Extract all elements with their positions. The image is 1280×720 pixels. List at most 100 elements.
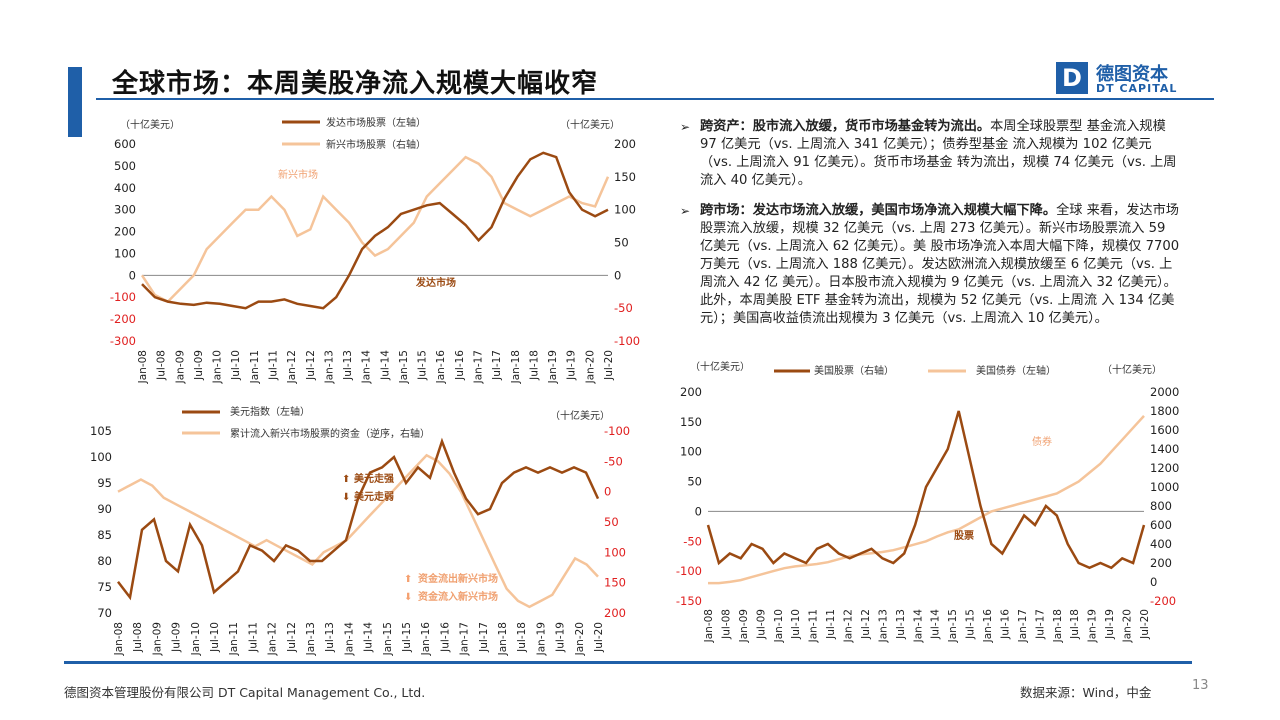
bullet-lead: 跨市场：发达市场流入放缓，美国市场净流入规模大幅下降。: [700, 203, 1057, 218]
right-tick-label: 200: [604, 606, 626, 620]
legend-cum: 累计流入新兴市场股票的资金（逆序，右轴）: [230, 427, 430, 440]
right-tick-label: 150: [604, 576, 626, 590]
x-axis-labels: Jan-08 Jul-08 Jan-09 Jul-09 Jan-10 Jul-10 Jan-…: [137, 350, 615, 385]
x-tick-label: Jul-08: [132, 622, 144, 653]
left-tick-label: 70: [97, 606, 112, 620]
right-tick-label: -100: [604, 424, 630, 438]
left-tick-label: 100: [90, 450, 112, 464]
x-tick-label: Jul-13: [342, 350, 354, 381]
left-tick-label: 90: [97, 502, 112, 516]
x-tick-label: Jul-14: [930, 609, 942, 640]
left-axis-ticks: 600 500 400 300 200 100 0 -100 -200 -300: [110, 137, 136, 348]
right-tick-label: 0: [614, 268, 621, 282]
footer-source: 数据来源：Wind，中金: [1020, 685, 1152, 700]
legend-us-eq: 美国股票（右轴）: [814, 364, 894, 377]
x-tick-label: Jan-14: [343, 622, 355, 657]
x-tick-label: Jan-15: [382, 622, 394, 656]
x-tick-label: Jul-11: [267, 350, 279, 381]
x-tick-label: Jul-16: [454, 350, 466, 381]
x-axis-labels: Jan-08 Jul-08 Jan-09 Jul-09 Jan-10 Jul-10 Jan-…: [113, 622, 605, 657]
left-tick-label: 150: [680, 415, 702, 429]
x-tick-label: Jul-08: [156, 350, 168, 381]
x-tick-label: Jan-08: [703, 609, 715, 643]
left-tick-label: 0: [695, 504, 702, 518]
left-tick-label: 100: [680, 445, 702, 459]
right-tick-label: 200: [1150, 556, 1172, 570]
right-tick-label: 0: [604, 485, 611, 499]
x-tick-label: Jul-09: [171, 622, 183, 653]
x-tick-label: Jan-13: [305, 622, 317, 656]
right-tick-label: 0: [1150, 575, 1157, 589]
left-unit-label: （十亿美元）: [690, 360, 750, 373]
x-tick-label: Jul-15: [417, 350, 429, 381]
x-tick-label: Jan-15: [947, 609, 959, 643]
x-tick-label: Jul-12: [860, 609, 872, 640]
footer-company: 德图资本管理股份有限公司 DT Capital Management Co., …: [64, 685, 426, 700]
annotation-em: 新兴市场: [278, 168, 318, 181]
x-tick-label: Jul-12: [305, 350, 317, 381]
x-tick-label: Jan-12: [267, 622, 279, 656]
x-tick-label: Jan-17: [473, 350, 485, 384]
x-tick-label: Jan-20: [1122, 609, 1134, 643]
right-axis-ticks: 200 150 100 50 0 -50 -100: [614, 137, 640, 348]
x-tick-label: Jan-10: [773, 609, 785, 643]
left-tick-label: 50: [687, 475, 702, 489]
x-tick-label: Jan-20: [574, 622, 586, 656]
bullet-text: 本周全球股票型 基金流入规模 97 亿美元（vs. 上周流入 341 亿美元）；…: [700, 119, 1177, 188]
annotation-usd-strong: 美元走强: [354, 472, 394, 485]
annotation-dm: 发达市场: [415, 276, 456, 289]
bullet-text: 全球 来看，发达市场股票流入放缓，规模 32 亿美元（vs. 上周 273 亿美…: [700, 203, 1180, 326]
x-tick-label: Jul-13: [324, 622, 336, 653]
x-tick-label: Jul-15: [965, 609, 977, 640]
left-unit-label: （十亿美元）: [120, 118, 180, 131]
x-tick-label: Jan-13: [877, 609, 889, 643]
right-unit-label: （十亿美元）: [560, 118, 620, 131]
x-tick-label: Jan-15: [398, 350, 410, 384]
x-tick-label: Jan-17: [1017, 609, 1029, 643]
page-number: 13: [1192, 678, 1209, 693]
chart-dm-em-equity-flows: （十亿美元） （十亿美元） 发达市场股票（左轴） 新兴市场股票（右轴） 600 5…: [110, 116, 640, 385]
right-axis-ticks: 2000180016001400120010008006004002000-20…: [1150, 385, 1179, 608]
left-tick-label: 105: [90, 424, 112, 438]
left-axis-ticks: 105 100 95 90 85 80 75 70: [90, 424, 112, 620]
header-divider: [96, 98, 1214, 100]
arrow-bullet-icon: ➢: [680, 120, 691, 134]
x-tick-label: Jan-19: [547, 350, 559, 384]
legend-us-bond: 美国债券（左轴）: [976, 364, 1056, 377]
x-tick-label: Jul-09: [755, 609, 767, 640]
left-tick-label: -100: [110, 290, 136, 304]
x-tick-label: Jan-13: [323, 350, 335, 384]
chart-dxy-em-flows: 美元指数（左轴） （十亿美元） 累计流入新兴市场股票的资金（逆序，右轴） 105…: [90, 405, 630, 657]
x-tick-label: Jan-08: [137, 350, 149, 384]
series-line-dxy: [117, 437, 600, 601]
footer-divider: [64, 661, 1192, 664]
x-tick-label: Jan-19: [535, 622, 547, 656]
right-tick-label: 1600: [1150, 423, 1179, 437]
right-tick-label: 100: [614, 203, 636, 217]
left-tick-label: -100: [676, 564, 702, 578]
legend-dm: 发达市场股票（左轴）: [326, 116, 426, 129]
x-tick-label: Jul-14: [379, 350, 391, 381]
left-tick-label: 400: [114, 181, 136, 195]
x-tick-label: Jul-12: [286, 622, 298, 653]
x-tick-label: Jul-08: [720, 609, 732, 640]
right-tick-label: 600: [1150, 518, 1172, 532]
chart-us-equity-bond-flows: （十亿美元） （十亿美元） 美国股票（右轴） 美国债券（左轴） 200 150 10…: [676, 360, 1179, 644]
logo-en-text: DT CAPITAL: [1096, 82, 1178, 95]
x-tick-label: Jan-14: [912, 609, 924, 644]
x-tick-label: Jul-18: [528, 350, 540, 381]
x-tick-label: Jul-10: [230, 350, 242, 381]
x-tick-label: Jan-16: [420, 622, 432, 657]
x-tick-label: Jan-18: [510, 350, 522, 384]
x-tick-label: Jul-16: [439, 622, 451, 653]
bullet-list: ➢ 跨资产：股市流入放缓，货币市场基金转为流出。本周全球股票型 基金流入规模 9…: [680, 118, 1180, 340]
title-accent-bar: [68, 67, 82, 137]
x-tick-label: Jan-11: [228, 622, 240, 656]
arrow-down-icon: ⬇: [404, 592, 412, 603]
x-axis-labels: Jan-08 Jul-08 Jan-09 Jul-09 Jan-10 Jul-10 Jan-…: [703, 609, 1151, 644]
left-tick-label: 500: [114, 159, 136, 173]
left-tick-label: 80: [97, 554, 112, 568]
x-tick-label: Jul-09: [193, 350, 205, 381]
x-tick-label: Jan-08: [113, 622, 125, 656]
legend-dxy: 美元指数（左轴）: [230, 405, 310, 418]
